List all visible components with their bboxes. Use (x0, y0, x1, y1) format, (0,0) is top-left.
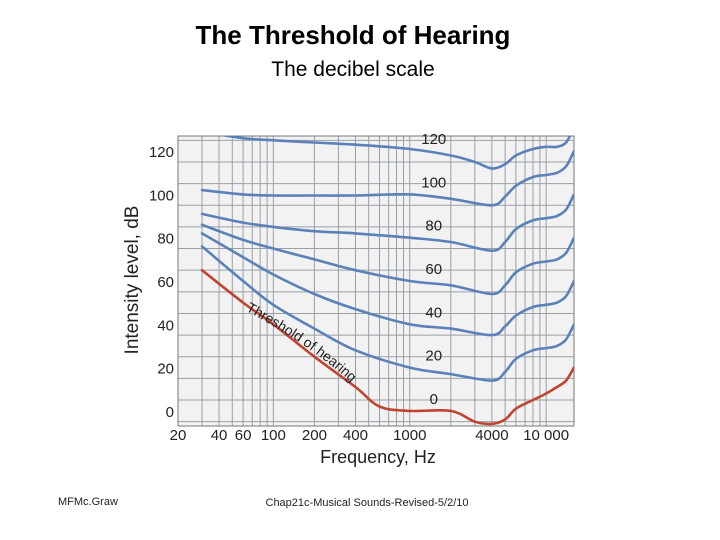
series-layer (200, 136, 574, 426)
y-tick-label: 0 (166, 404, 174, 421)
contour-curve-20 (200, 245, 574, 382)
x-tick-label: 100 (261, 427, 286, 444)
y-tick-label: 120 (149, 144, 174, 161)
y-tick-label: 80 (157, 231, 174, 248)
y-tick-label: 40 (157, 317, 174, 334)
contour-label-100: 100 (421, 174, 446, 191)
contour-label-0: 0 (430, 391, 438, 408)
contour-curve-60 (200, 223, 574, 296)
contour-labels: 0 20 40 60 80 100 120 (421, 131, 446, 408)
contour-label-60: 60 (425, 261, 442, 278)
contour-label-120: 120 (421, 131, 446, 148)
contour-label-80: 80 (425, 218, 442, 235)
y-axis-label: Intensity level, dB (122, 206, 143, 355)
slide-subtitle: The decibel scale (271, 58, 435, 81)
x-tick-label: 4000 (475, 427, 508, 444)
contour-curve-40 (200, 232, 574, 337)
x-tick-label: 200 (302, 427, 327, 444)
x-axis-ticks: 20 40 60 100 200 400 1000 4000 10 000 (170, 427, 569, 444)
grid-lines (177, 135, 575, 427)
y-tick-label: 20 (157, 361, 174, 378)
slide-title: The Threshold of Hearing (195, 20, 511, 50)
contour-curve-120 (219, 136, 572, 170)
x-tick-label: 40 (211, 427, 228, 444)
x-tick-label: 10 000 (523, 427, 569, 444)
x-tick-label: 20 (170, 427, 187, 444)
contour-curve-100 (200, 149, 574, 207)
footer-caption: Chap21c-Musical Sounds-Revised-5/2/10 (265, 497, 469, 509)
y-tick-label: 60 (157, 274, 174, 291)
x-tick-label: 400 (343, 427, 368, 444)
contour-label-20: 20 (425, 348, 442, 365)
x-tick-label: 1000 (393, 427, 426, 444)
y-tick-label: 100 (149, 187, 174, 204)
contour-label-40: 40 (425, 304, 442, 321)
footer-author: MFMc.Graw (58, 496, 118, 508)
threshold-curve (200, 268, 574, 426)
contour-curve-80 (200, 193, 574, 252)
x-axis-label: Frequency, Hz (320, 447, 436, 467)
x-tick-label: 60 (235, 427, 252, 444)
plot-area (178, 136, 574, 426)
y-axis-ticks: 0 20 40 60 80 100 120 (149, 144, 174, 421)
